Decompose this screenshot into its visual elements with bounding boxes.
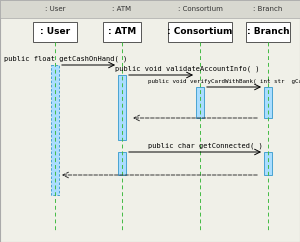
Text: : Branch: : Branch: [253, 6, 283, 12]
Bar: [168, 22, 232, 42]
Bar: [103, 22, 141, 42]
Text: : User: : User: [45, 6, 65, 12]
Bar: [33, 22, 77, 42]
Text: : Branch: : Branch: [247, 28, 289, 37]
Bar: [51, 65, 59, 195]
Bar: [118, 75, 126, 140]
Bar: [246, 22, 290, 42]
Text: public void validateAccountInfo( ): public void validateAccountInfo( ): [115, 66, 260, 72]
Text: : ATM: : ATM: [108, 28, 136, 37]
Text: : ATM: : ATM: [112, 6, 132, 12]
Text: : User: : User: [40, 28, 70, 37]
Text: public float getCashOnHand( ): public float getCashOnHand( ): [4, 55, 127, 62]
Text: : Consortium: : Consortium: [178, 6, 222, 12]
Bar: [118, 152, 126, 175]
Bar: [0, 0, 300, 18]
Text: : Consortium: : Consortium: [167, 28, 233, 37]
Bar: [196, 87, 204, 118]
Text: public char getConnected( ): public char getConnected( ): [148, 143, 263, 149]
Bar: [264, 152, 272, 175]
Bar: [264, 87, 272, 118]
Text: public void verifyCardWithBank( int str  gCardStrip ): public void verifyCardWithBank( int str …: [148, 79, 300, 84]
